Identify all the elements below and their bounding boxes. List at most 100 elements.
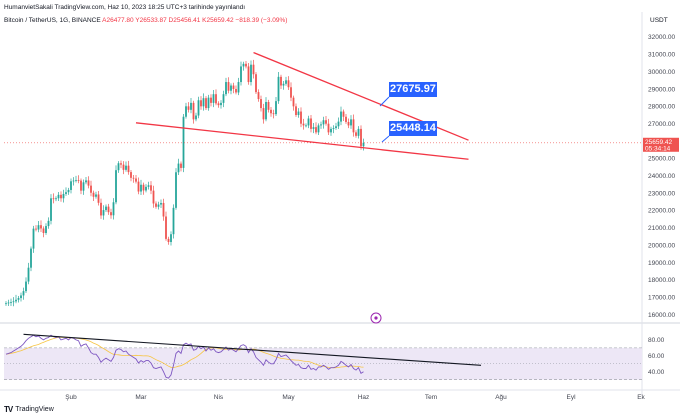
candle-body <box>20 295 22 299</box>
candle-body <box>302 123 305 126</box>
candle-body <box>50 198 52 221</box>
candle-body <box>285 80 287 84</box>
candle-body <box>250 64 252 83</box>
candle-body <box>230 85 232 91</box>
candle-body <box>270 109 272 114</box>
candle-body <box>305 125 307 127</box>
time-axis-label: Ağu <box>495 394 507 401</box>
candle-body <box>190 102 192 110</box>
rsi-axis-tick: 40.00 <box>648 369 665 376</box>
candle-body <box>70 181 72 190</box>
upper-price-label[interactable]: 27675.97 <box>389 82 437 97</box>
last-price-tag <box>643 137 679 152</box>
candle-body <box>85 180 87 183</box>
candle-body <box>37 225 40 230</box>
candle-body <box>362 142 365 147</box>
candle-body <box>35 228 37 230</box>
candle-body <box>22 291 25 296</box>
time-axis-label: Eyl <box>566 394 576 401</box>
candle-body <box>210 97 212 103</box>
candle-body <box>62 193 65 199</box>
candle-body <box>237 82 240 93</box>
candle-body <box>10 302 12 303</box>
price-axis-tick: 17000.00 <box>648 294 675 301</box>
candle-body <box>282 83 285 86</box>
candle-body <box>342 111 345 117</box>
symbol-legend: Bitcoin / TetherUS, 1G, BINANCE A26477.8… <box>4 17 287 24</box>
candle-body <box>87 180 90 186</box>
candle-body <box>105 206 107 211</box>
candle-body <box>122 164 125 170</box>
candle-body <box>160 202 162 205</box>
price-axis-tick: 18000.00 <box>648 277 675 284</box>
candle-body <box>287 80 290 88</box>
candle-body <box>197 100 200 116</box>
time-axis-label: Şub <box>65 394 77 401</box>
candle-body <box>212 94 215 103</box>
candle-body <box>180 163 182 168</box>
candle-body <box>185 106 187 117</box>
price-axis-tick: 19000.00 <box>648 260 675 267</box>
price-axis-tick: 22000.00 <box>648 208 675 215</box>
candle-body <box>95 194 97 197</box>
candle-body <box>45 226 47 233</box>
candle-body <box>217 103 220 106</box>
candle-body <box>322 120 325 125</box>
lower-trendline <box>135 122 469 160</box>
candle-body <box>187 106 190 110</box>
candle-body <box>42 228 45 233</box>
candle-body <box>112 202 115 216</box>
candle-body <box>127 165 130 173</box>
ohlc-values: A26477.80 Y26533.87 D25456.41 K25659.42 … <box>102 17 288 24</box>
tradingview-footer: TV TradingView <box>4 405 54 414</box>
rsi-trendline <box>23 333 482 366</box>
candle-body <box>315 127 317 133</box>
candle-body <box>135 178 137 182</box>
candle-body <box>72 180 75 182</box>
candle-body <box>245 63 247 67</box>
candle-body <box>255 74 257 93</box>
candle-body <box>292 97 295 107</box>
candle-body <box>162 202 165 217</box>
candle-body <box>335 126 337 129</box>
time-axis-label: Mar <box>135 394 147 401</box>
candle-body <box>110 212 112 216</box>
candle-body <box>360 128 362 147</box>
candle-body <box>155 203 157 207</box>
last-price-value: 25659.42 <box>645 139 672 146</box>
candle-body <box>320 124 322 126</box>
candle-body <box>350 119 352 126</box>
candle-body <box>30 248 32 268</box>
candle-body <box>7 302 10 304</box>
candle-body <box>347 121 350 126</box>
candle-body <box>82 182 85 191</box>
candle-body <box>307 118 310 126</box>
candle-body <box>272 113 275 115</box>
lower-price-label[interactable]: 25448.14 <box>389 121 437 136</box>
price-axis-tick: 31000.00 <box>648 52 675 59</box>
candle-body <box>195 115 197 120</box>
candle-body <box>355 132 357 136</box>
rsi-axis-tick: 60.00 <box>648 353 665 360</box>
price-axis-tick: 32000.00 <box>648 34 675 41</box>
candle-body <box>297 111 300 116</box>
candle-body <box>75 180 77 181</box>
symbol-name[interactable]: Bitcoin / TetherUS, 1G, BINANCE <box>4 17 101 24</box>
time-axis-label: Tem <box>425 394 437 401</box>
candle-body <box>142 184 145 191</box>
candle-body <box>235 88 237 93</box>
candle-body <box>115 170 117 203</box>
candle-body <box>27 267 30 282</box>
candle-body <box>177 163 180 173</box>
candle-body <box>280 76 282 86</box>
candle-body <box>125 165 127 170</box>
candle-body <box>25 281 27 292</box>
candle-body <box>120 163 122 165</box>
candle-body <box>102 210 105 216</box>
candle-body <box>312 127 315 129</box>
candle-body <box>265 102 267 120</box>
candle-body <box>77 180 80 181</box>
candle-body <box>207 97 210 109</box>
candle-body <box>325 120 327 124</box>
